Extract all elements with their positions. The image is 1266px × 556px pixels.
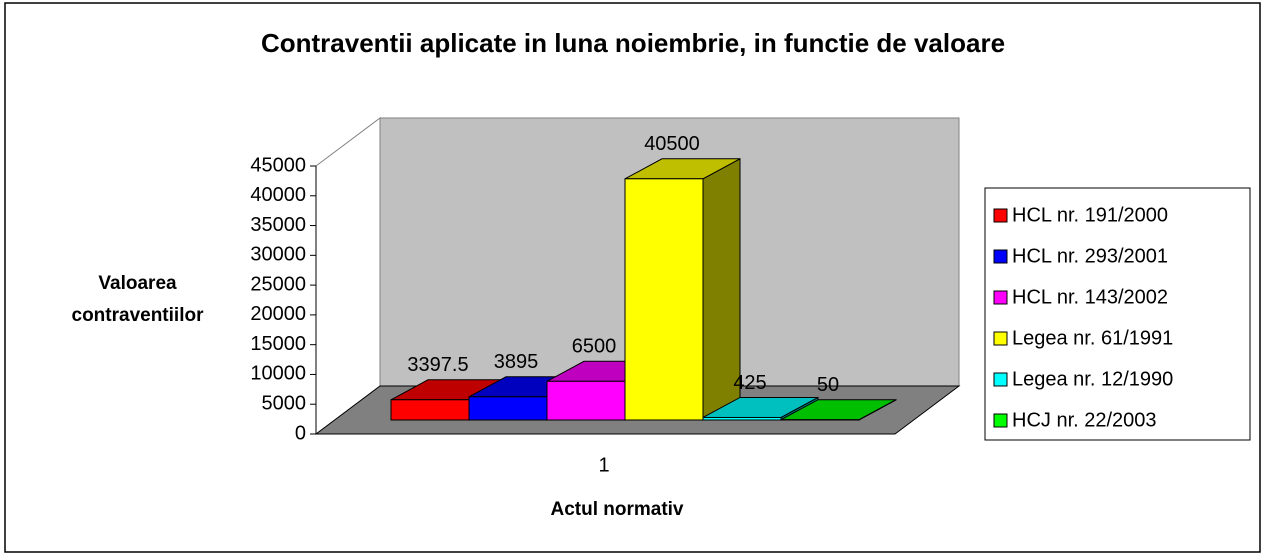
y-tick-label: 45000: [250, 154, 306, 176]
y-tick-label: 5000: [262, 393, 307, 415]
legend-label: HCJ nr. 22/2003: [1012, 409, 1157, 431]
x-axis-label: Actul normativ: [550, 499, 683, 520]
data-label: 50: [817, 374, 839, 396]
y-tick-label: 0: [295, 422, 306, 444]
x-tick-label: 1: [598, 454, 609, 476]
legend-label: Legea nr. 61/1991: [1012, 327, 1173, 349]
legend-swatch: [993, 331, 1008, 346]
legend-label: HCL nr. 191/2000: [1012, 204, 1168, 226]
data-label: 425: [733, 372, 766, 394]
bar: [390, 399, 470, 421]
y-tick-label: 30000: [250, 244, 306, 266]
y-axis-label: Valoarea contraventiilor: [71, 273, 204, 326]
side-wall: [315, 117, 381, 435]
bar: [468, 396, 548, 421]
legend-swatch: [993, 290, 1008, 305]
data-label: 6500: [572, 336, 617, 358]
legend-box: [984, 187, 1251, 441]
data-label: 40500: [644, 133, 700, 155]
data-label: 3895: [494, 351, 539, 373]
y-tick-label: 15000: [250, 333, 306, 355]
bar: [624, 178, 704, 421]
bar: [546, 380, 626, 421]
legend-swatch: [993, 413, 1008, 428]
y-tick-label: 40000: [250, 184, 306, 206]
y-tick-label: 20000: [250, 303, 306, 325]
chart-title: Contraventii aplicate in luna noiembrie,…: [261, 28, 1005, 58]
y-tick-label: 35000: [250, 214, 306, 236]
data-label: 3397.5: [407, 354, 468, 376]
legend-swatch: [993, 249, 1008, 264]
legend-swatch: [993, 208, 1008, 223]
legend-swatch: [993, 372, 1008, 387]
legend-label: HCL nr. 143/2002: [1012, 286, 1168, 308]
legend-label: Legea nr. 12/1990: [1012, 368, 1173, 390]
legend-label: HCL nr. 293/2001: [1012, 245, 1168, 267]
bar: [702, 416, 782, 421]
y-tick-label: 10000: [250, 363, 306, 385]
y-tick-label: 25000: [250, 273, 306, 295]
